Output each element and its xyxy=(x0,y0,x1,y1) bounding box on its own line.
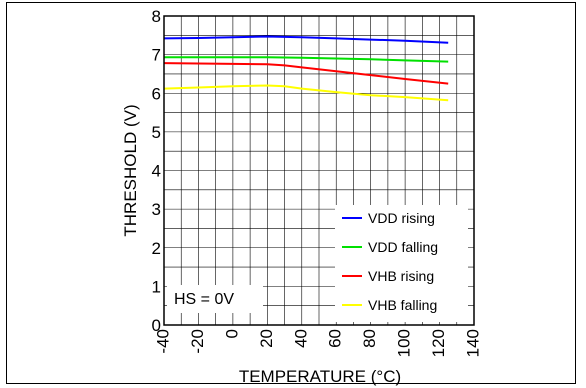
x-tick-label: 20 xyxy=(257,329,276,348)
annotation-box xyxy=(167,285,263,313)
annotation-text: HS = 0V xyxy=(174,291,234,308)
y-tick-label: 2 xyxy=(152,239,161,258)
x-axis-label: TEMPERATURE (°C) xyxy=(239,367,401,386)
legend-label: VDD falling xyxy=(368,239,438,255)
series-line-vdd-rising xyxy=(163,35,449,44)
x-tick-labels: -40 -20 0 20 40 60 80 100 120 140 xyxy=(153,329,482,357)
y-tick-label: 6 xyxy=(152,84,161,103)
y-tick-label: 0 xyxy=(152,316,161,335)
legend-label: VDD rising xyxy=(368,210,435,226)
x-tick-label: 40 xyxy=(291,329,310,348)
x-tick-label: 80 xyxy=(360,329,379,348)
y-tick-labels: 0 1 2 3 4 5 6 7 8 xyxy=(152,7,161,335)
legend-label: VHB falling xyxy=(368,297,437,313)
y-tick-label: 1 xyxy=(152,277,161,296)
x-tick-label: 120 xyxy=(429,329,448,357)
plot-border xyxy=(163,15,475,326)
y-tick-label: 8 xyxy=(152,7,161,26)
y-tick-label: 5 xyxy=(152,123,161,142)
x-tick-label: -40 xyxy=(153,329,172,354)
x-tick-label: 140 xyxy=(463,329,482,357)
legend: VDD rising VDD falling VHB rising VHB falli… xyxy=(335,205,468,322)
y-tick-label: 4 xyxy=(152,162,161,181)
x-tick-label: -20 xyxy=(188,329,207,354)
x-tick-label: 100 xyxy=(395,329,414,357)
legend-label: VHB rising xyxy=(368,268,434,284)
series-lines xyxy=(163,35,449,102)
series-line-vhb-falling xyxy=(163,84,449,102)
legend-box xyxy=(335,205,468,322)
series-line-vdd-falling xyxy=(164,56,449,63)
y-tick-label: 7 xyxy=(152,46,161,65)
y-axis-label: THRESHOLD (V) xyxy=(121,104,140,236)
y-tick-label: 3 xyxy=(152,200,161,219)
series-line-vhb-rising xyxy=(163,62,449,85)
x-tick-label: 0 xyxy=(222,329,241,338)
x-tick-label: 60 xyxy=(326,329,345,348)
